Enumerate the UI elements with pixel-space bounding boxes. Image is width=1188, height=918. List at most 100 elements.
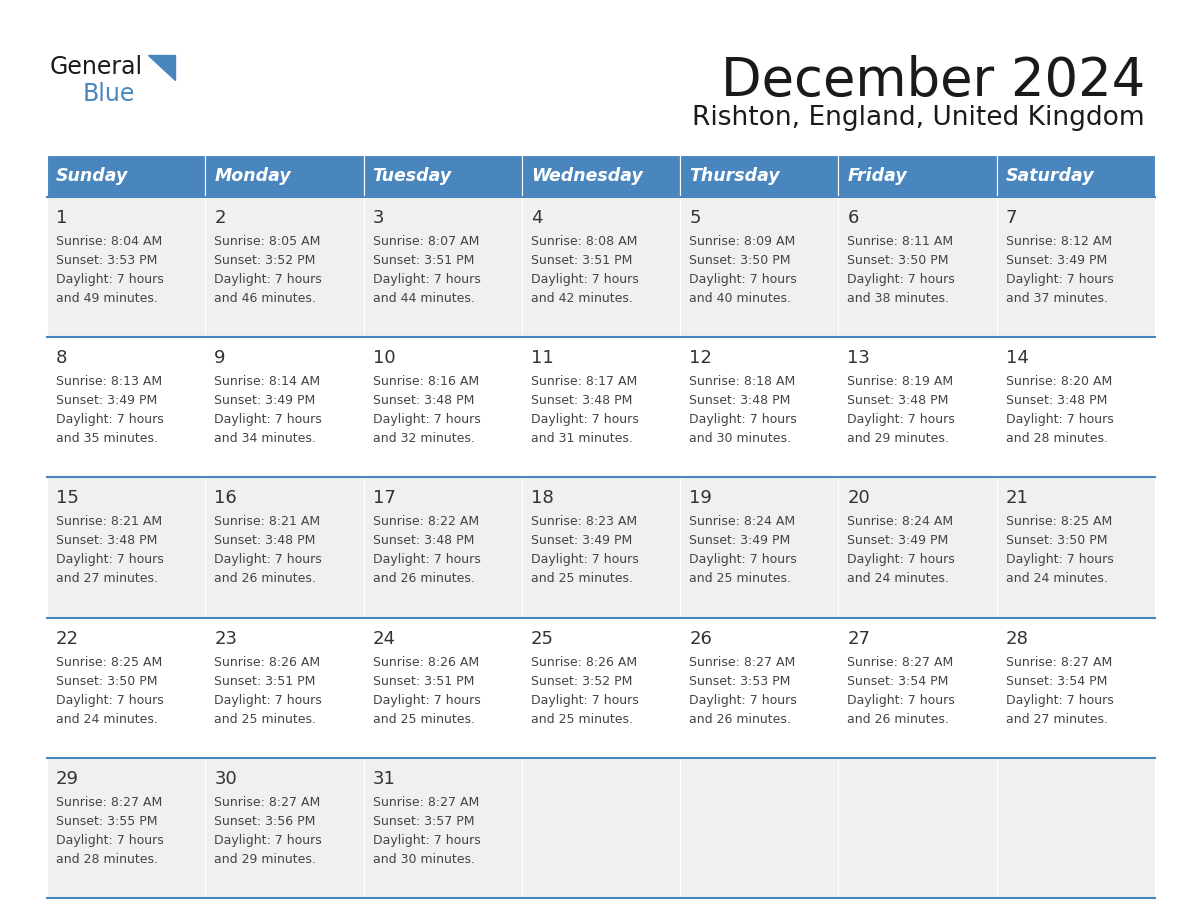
Text: Sunset: 3:48 PM: Sunset: 3:48 PM [373,394,474,408]
Text: 27: 27 [847,630,871,647]
Bar [997,197,1155,337]
Bar [206,337,364,477]
Bar [522,337,681,477]
Text: and 30 minutes.: and 30 minutes. [373,853,474,866]
Text: and 42 minutes.: and 42 minutes. [531,292,633,305]
Text: Sunrise: 8:25 AM: Sunrise: 8:25 AM [1006,515,1112,529]
Text: Sunset: 3:50 PM: Sunset: 3:50 PM [689,254,791,267]
Text: Sunset: 3:49 PM: Sunset: 3:49 PM [689,534,790,547]
Text: Sunrise: 8:17 AM: Sunrise: 8:17 AM [531,375,637,388]
Text: Daylight: 7 hours: Daylight: 7 hours [56,554,164,566]
Text: Sunset: 3:54 PM: Sunset: 3:54 PM [847,675,949,688]
Text: Sunrise: 8:27 AM: Sunrise: 8:27 AM [847,655,954,668]
Text: and 26 minutes.: and 26 minutes. [689,712,791,725]
Text: Sunrise: 8:20 AM: Sunrise: 8:20 AM [1006,375,1112,388]
Text: Daylight: 7 hours: Daylight: 7 hours [847,413,955,426]
Text: and 27 minutes.: and 27 minutes. [1006,712,1107,725]
Text: General: General [50,55,143,79]
Text: 10: 10 [373,349,396,367]
Text: and 26 minutes.: and 26 minutes. [214,573,316,586]
Text: 13: 13 [847,349,871,367]
Text: Sunrise: 8:26 AM: Sunrise: 8:26 AM [373,655,479,668]
Text: and 26 minutes.: and 26 minutes. [373,573,474,586]
Text: and 25 minutes.: and 25 minutes. [531,712,633,725]
Text: Sunset: 3:54 PM: Sunset: 3:54 PM [1006,675,1107,688]
Bar [839,618,997,757]
Text: 2: 2 [214,209,226,227]
Bar [206,477,364,618]
Text: Daylight: 7 hours: Daylight: 7 hours [689,413,797,426]
Text: Blue: Blue [83,82,135,106]
Text: Sunset: 3:49 PM: Sunset: 3:49 PM [1006,254,1107,267]
Text: Sunrise: 8:12 AM: Sunrise: 8:12 AM [1006,235,1112,248]
Text: Sunset: 3:53 PM: Sunset: 3:53 PM [689,675,790,688]
Text: Sunrise: 8:24 AM: Sunrise: 8:24 AM [689,515,795,529]
Bar [681,477,839,618]
Bar [364,337,522,477]
Text: Daylight: 7 hours: Daylight: 7 hours [56,834,164,846]
Text: Sunrise: 8:14 AM: Sunrise: 8:14 AM [214,375,321,388]
Text: 1: 1 [56,209,68,227]
Bar [48,618,206,757]
Text: Sunset: 3:49 PM: Sunset: 3:49 PM [56,394,157,408]
Text: Sunset: 3:48 PM: Sunset: 3:48 PM [531,394,632,408]
Text: 21: 21 [1006,489,1029,508]
Text: Rishton, England, United Kingdom: Rishton, England, United Kingdom [693,105,1145,131]
Text: 12: 12 [689,349,712,367]
Text: and 29 minutes.: and 29 minutes. [214,853,316,866]
Text: and 34 minutes.: and 34 minutes. [214,432,316,445]
Text: Monday: Monday [214,167,291,185]
Text: and 24 minutes.: and 24 minutes. [1006,573,1107,586]
Text: Daylight: 7 hours: Daylight: 7 hours [56,694,164,707]
Text: Daylight: 7 hours: Daylight: 7 hours [373,834,480,846]
Bar [206,197,364,337]
Bar [364,477,522,618]
Text: Sunrise: 8:19 AM: Sunrise: 8:19 AM [847,375,954,388]
Text: Tuesday: Tuesday [373,167,451,185]
Bar [48,197,206,337]
Text: Daylight: 7 hours: Daylight: 7 hours [373,694,480,707]
Text: 11: 11 [531,349,554,367]
Text: Sunrise: 8:16 AM: Sunrise: 8:16 AM [373,375,479,388]
Text: Daylight: 7 hours: Daylight: 7 hours [214,273,322,286]
Text: Daylight: 7 hours: Daylight: 7 hours [214,413,322,426]
Bar [681,337,839,477]
Text: Sunrise: 8:11 AM: Sunrise: 8:11 AM [847,235,954,248]
Bar [206,757,364,898]
Bar [206,618,364,757]
Text: Sunset: 3:48 PM: Sunset: 3:48 PM [689,394,790,408]
Text: Sunset: 3:53 PM: Sunset: 3:53 PM [56,254,157,267]
Text: Sunrise: 8:08 AM: Sunrise: 8:08 AM [531,235,637,248]
Text: Daylight: 7 hours: Daylight: 7 hours [1006,554,1113,566]
Text: Sunset: 3:56 PM: Sunset: 3:56 PM [214,815,316,828]
Text: Sunrise: 8:21 AM: Sunrise: 8:21 AM [56,515,162,529]
Text: Daylight: 7 hours: Daylight: 7 hours [1006,273,1113,286]
Text: and 28 minutes.: and 28 minutes. [56,853,158,866]
Text: Daylight: 7 hours: Daylight: 7 hours [56,413,164,426]
Bar [997,337,1155,477]
Text: Daylight: 7 hours: Daylight: 7 hours [214,834,322,846]
Bar [522,477,681,618]
Text: and 29 minutes.: and 29 minutes. [847,432,949,445]
Text: Sunset: 3:51 PM: Sunset: 3:51 PM [373,254,474,267]
Text: and 32 minutes.: and 32 minutes. [373,432,474,445]
Text: Saturday: Saturday [1006,167,1094,185]
Bar [48,155,206,197]
Text: 17: 17 [373,489,396,508]
Text: Sunrise: 8:05 AM: Sunrise: 8:05 AM [214,235,321,248]
Text: and 37 minutes.: and 37 minutes. [1006,292,1107,305]
Text: Daylight: 7 hours: Daylight: 7 hours [531,413,639,426]
Text: Sunset: 3:51 PM: Sunset: 3:51 PM [373,675,474,688]
Text: Sunrise: 8:04 AM: Sunrise: 8:04 AM [56,235,163,248]
Text: Sunset: 3:48 PM: Sunset: 3:48 PM [56,534,157,547]
Text: Daylight: 7 hours: Daylight: 7 hours [531,694,639,707]
Text: Sunrise: 8:07 AM: Sunrise: 8:07 AM [373,235,479,248]
Bar [839,155,997,197]
Text: Daylight: 7 hours: Daylight: 7 hours [373,273,480,286]
Text: 7: 7 [1006,209,1017,227]
Text: Sunrise: 8:26 AM: Sunrise: 8:26 AM [531,655,637,668]
Text: Sunset: 3:48 PM: Sunset: 3:48 PM [373,534,474,547]
Text: Daylight: 7 hours: Daylight: 7 hours [689,554,797,566]
Text: and 26 minutes.: and 26 minutes. [847,712,949,725]
Text: 31: 31 [373,770,396,788]
